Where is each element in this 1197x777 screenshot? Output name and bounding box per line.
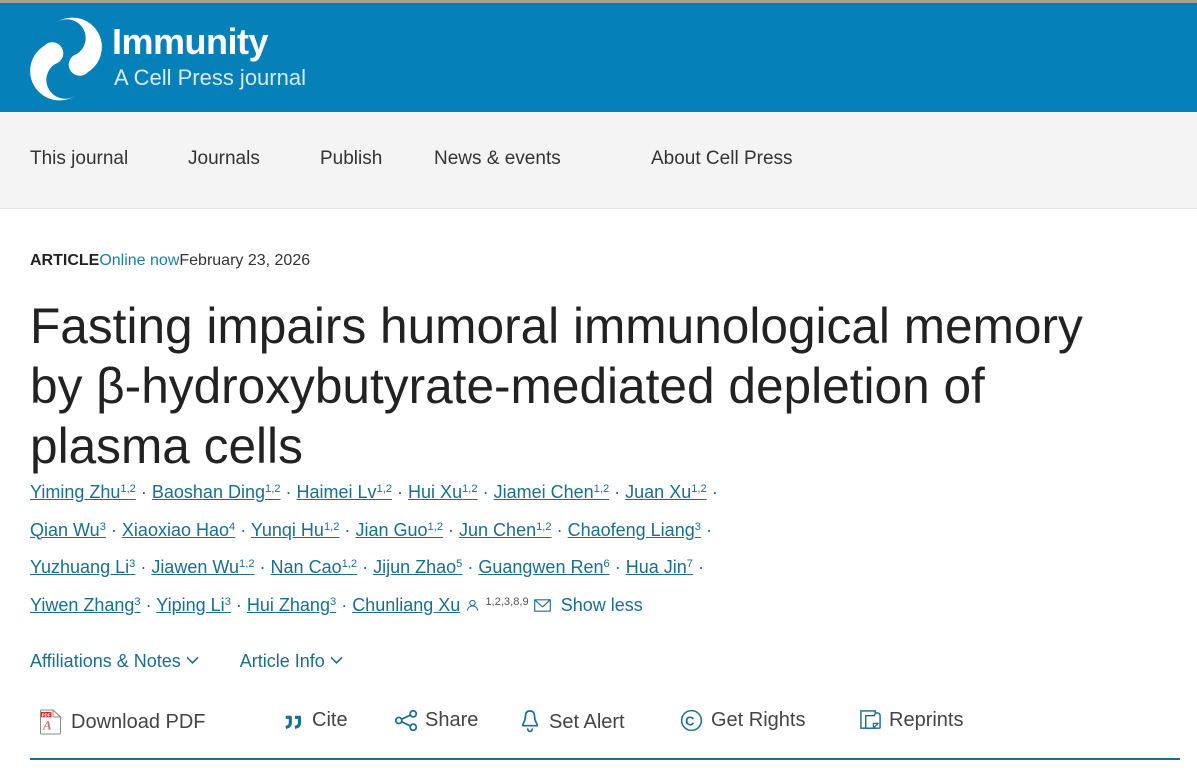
svg-text:A: A [42, 718, 52, 733]
svg-text:C: C [685, 714, 694, 729]
